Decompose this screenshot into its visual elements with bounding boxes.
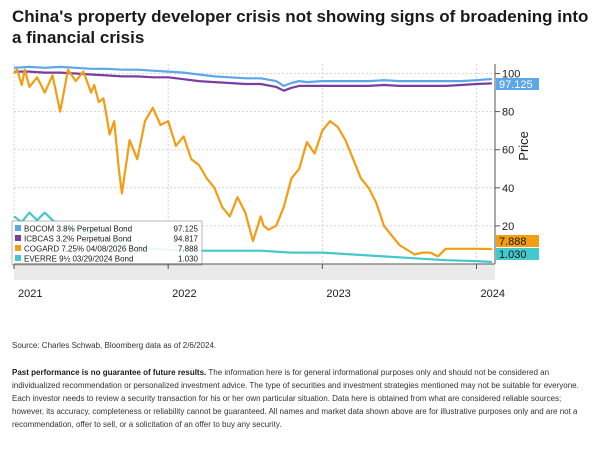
x-axis-band	[14, 264, 495, 280]
chart-svg: 20 40 60 80 100 Price BOCOM 3.8% Perpetual B…	[11, 64, 539, 300]
legend-swatch-3	[15, 255, 21, 261]
x-tick-label: 2023	[326, 288, 350, 300]
legend-value-1: 94.817	[174, 235, 199, 244]
legend-name-2: COGARD 7.25% 04/08/2026 Bond	[24, 245, 147, 254]
x-axis: 2021 2022 2023 2024	[13, 263, 505, 300]
legend-value-2: 7.888	[178, 245, 199, 254]
legend-name-1: ICBCAS 3.2% Perpetual Bond	[24, 235, 132, 244]
legend-name-0: BOCOM 3.8% Perpetual Bond	[24, 225, 132, 234]
y-tick-label: 20	[502, 221, 514, 233]
legend: BOCOM 3.8% Perpetual Bond 97.125 ICBCAS 3.…	[11, 220, 203, 266]
legend-swatch-0	[15, 225, 21, 231]
disclaimer-text: The information here is for general info…	[12, 368, 579, 429]
source-note: Source: Charles Schwab, Bloomberg data a…	[12, 341, 217, 350]
legend-swatch-1	[15, 235, 21, 241]
series-line-1	[14, 70, 492, 92]
x-tick-label: 2024	[481, 288, 505, 300]
series-line-2	[13, 68, 492, 258]
legend-value-0: 97.125	[174, 225, 199, 234]
y-axis-label: Price	[516, 131, 531, 161]
x-tick-label: 2021	[18, 288, 42, 300]
value-tag-label-1: 7.888	[499, 236, 527, 248]
y-tick-label: 60	[502, 145, 514, 157]
value-tag-0	[496, 78, 539, 90]
series-line-0	[13, 65, 492, 87]
chart-area: 20 40 60 80 100 Price BOCOM 3.8% Perpetual B…	[8, 64, 593, 304]
legend-box	[11, 220, 203, 266]
legend-swatch-2	[15, 245, 21, 251]
legend-name-3: EVERRE 9½ 03/29/2024 Bond	[24, 255, 133, 264]
disclaimer: Past performance is no guarantee of futu…	[12, 366, 590, 431]
value-tag-1	[496, 235, 539, 247]
y-tick-label: 40	[502, 183, 514, 195]
x-tick-label: 2022	[172, 288, 196, 300]
value-tag-label-0: 97.125	[499, 79, 533, 91]
legend-value-3: 1.030	[178, 255, 199, 264]
series-lines	[13, 65, 492, 264]
chart-title: China's property developer crisis not sh…	[12, 7, 589, 47]
y-tick-label: 80	[502, 107, 514, 119]
x-axis-bar	[14, 264, 495, 280]
y-tick-label: 100	[502, 69, 520, 81]
y-axis: 20 40 60 80 100	[494, 64, 520, 264]
value-tag-label-2: 1.030	[499, 249, 527, 261]
value-tag-2	[496, 248, 539, 260]
disclaimer-bold: Past performance is no guarantee of futu…	[12, 368, 207, 377]
